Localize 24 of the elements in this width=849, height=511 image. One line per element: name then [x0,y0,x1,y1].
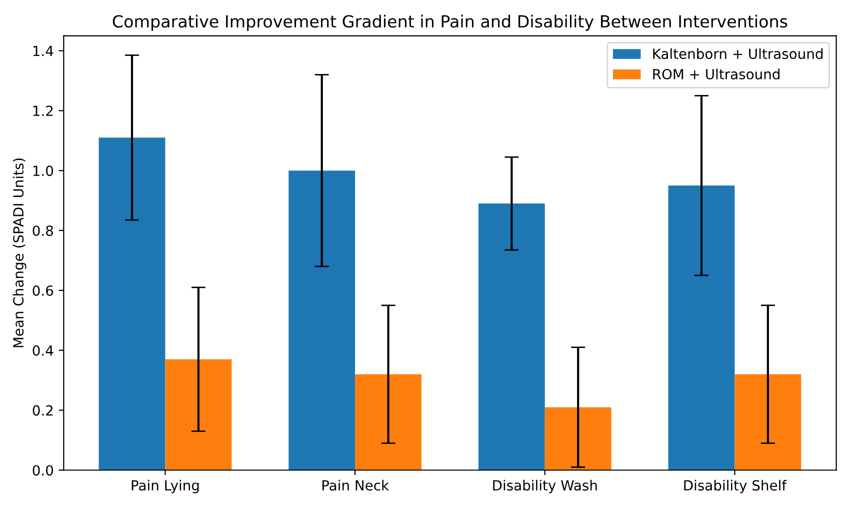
y-axis-title: Mean Change (SPADI Units) [12,158,26,348]
y-tick-label: 0.0 [32,465,54,476]
y-tick-label: 1.2 [33,106,53,116]
y-tick-label: 0.8 [32,225,54,236]
chart-title: Comparative Improvement Gradient in Pain and Disability Between Interventions [112,14,788,31]
bar [98,138,166,470]
bar [288,170,356,470]
bar [165,359,232,470]
legend-label: Kaltenborn + Ultrasound [653,48,823,60]
x-tick-label: Disability Shelf [684,480,787,494]
bar [544,407,612,470]
bar [355,374,422,470]
y-tick-label: 1.4 [33,46,54,56]
bar [478,204,545,470]
bar [668,186,735,470]
y-tick-label: 0.4 [32,345,54,356]
legend-label: ROM + Ultrasound [653,68,780,80]
y-tick-label: 1.0 [33,166,54,176]
bar [734,374,802,470]
x-tick-label: Disability Wash [493,480,597,494]
x-tick-label: Pain Lying [132,480,199,494]
y-tick-label: 0.6 [32,285,54,296]
y-tick-label: 0.2 [32,405,53,416]
x-tick-label: Pain Neck [322,480,389,491]
